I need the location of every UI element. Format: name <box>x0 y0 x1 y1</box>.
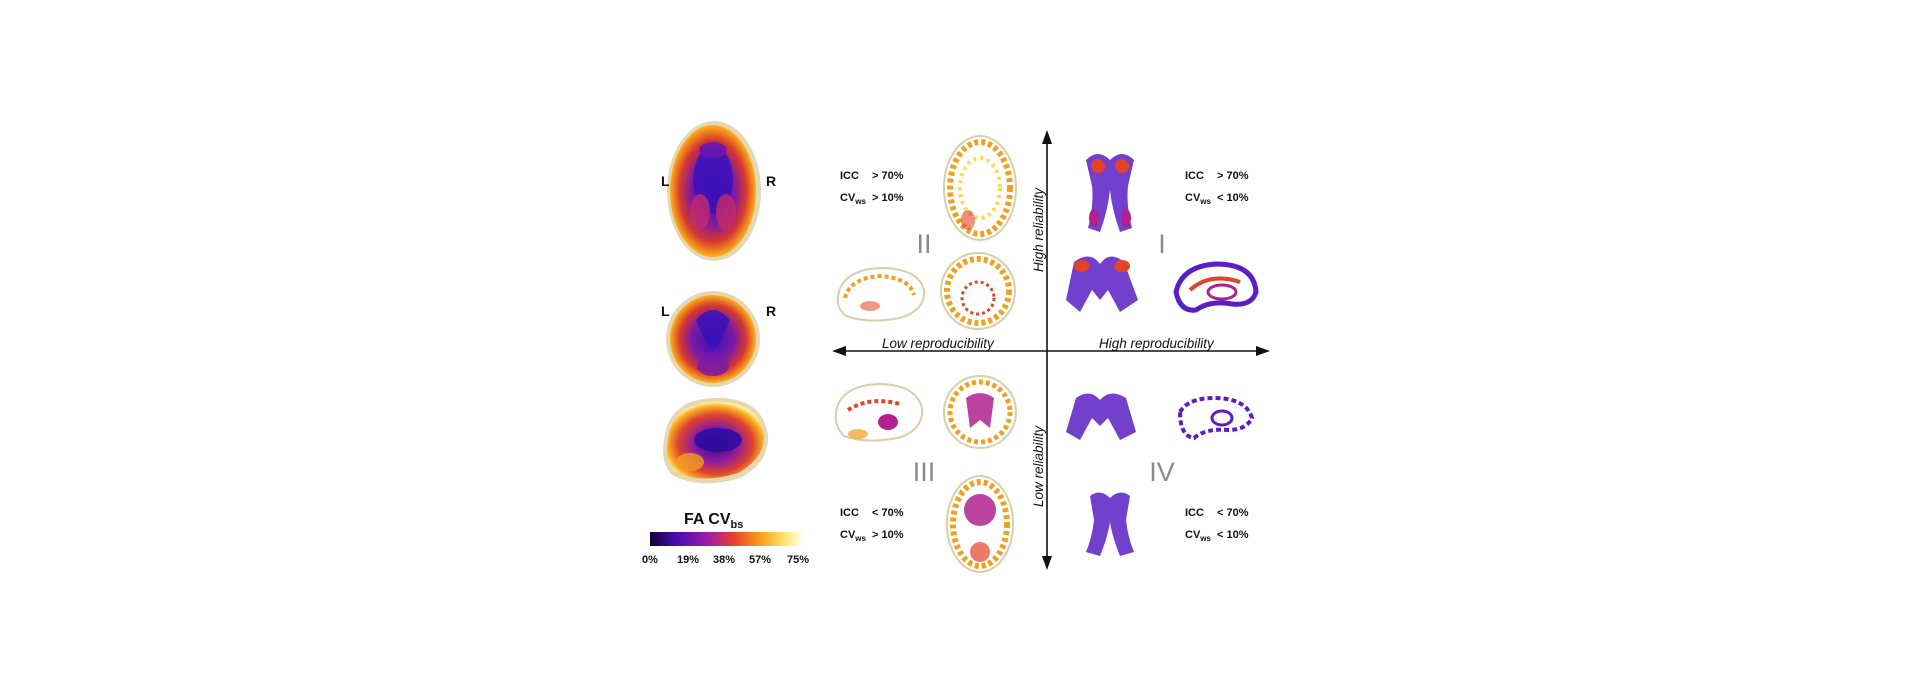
x-axis-right-arrow <box>1256 346 1270 356</box>
q4-axial-map <box>1086 492 1134 556</box>
y-axis-label-high: High reliability <box>1031 187 1046 272</box>
x-axis-label-high: High reproducibility <box>1099 336 1215 351</box>
x-axis-left-arrow <box>832 346 846 356</box>
q1-icc-threshold: > 70% <box>1217 170 1249 182</box>
colorbar-tick-4: 75% <box>787 554 809 566</box>
q1-icc-label: ICC <box>1185 170 1204 182</box>
y-axis-bottom-arrow <box>1042 556 1052 570</box>
q2-axial-map <box>943 135 1017 241</box>
q3-cv-label: CVws <box>840 529 867 543</box>
q1-axial-map <box>1086 154 1134 232</box>
q1-sagittal-map <box>1173 261 1259 313</box>
q3-icc-threshold: < 70% <box>872 507 904 519</box>
q4-cv-threshold: < 10% <box>1217 529 1249 541</box>
q4-numeral: IV <box>1149 457 1175 487</box>
q1-coronal-map <box>1066 256 1138 312</box>
q4-cv-label: CVws <box>1185 529 1212 543</box>
quadrant-axes: Low reproducibility High reproducibility… <box>832 130 1270 570</box>
quadrant-4: ICC < 70% CVws < 10% IV <box>1066 393 1255 556</box>
y-axis-label-low: Low reliability <box>1031 425 1046 507</box>
quadrant-2: ICC > 70% CVws > 10% II <box>836 135 1017 330</box>
q1-cv-label: CVws <box>1185 192 1212 206</box>
q2-icc-threshold: > 70% <box>872 170 904 182</box>
coronal-right-label: R <box>766 303 776 319</box>
q2-cv-threshold: > 10% <box>872 192 904 204</box>
q4-icc-label: ICC <box>1185 507 1204 519</box>
colorbar-tick-2: 38% <box>713 554 735 566</box>
q1-cv-threshold: < 10% <box>1217 192 1249 204</box>
q4-sagittal-map <box>1177 395 1255 441</box>
colorbar-gradient <box>650 532 802 546</box>
left-panel: L R L R FA CVbs 0% 19% 38% 57% 75% <box>642 121 809 566</box>
colorbar-tick-3: 57% <box>749 554 771 566</box>
q2-icc-label: ICC <box>840 170 859 182</box>
quadrant-3: ICC < 70% CVws > 10% III <box>834 375 1017 573</box>
q3-axial-top-map <box>943 375 1017 449</box>
colorbar-tick-1: 19% <box>677 554 699 566</box>
q4-coronal-map <box>1066 393 1136 440</box>
q3-icc-label: ICC <box>840 507 859 519</box>
q4-icc-threshold: < 70% <box>1217 507 1249 519</box>
colorbar-tick-0: 0% <box>642 554 658 566</box>
q2-cv-label: CVws <box>840 192 867 206</box>
q3-numeral: III <box>913 457 936 487</box>
sagittal-brain-map <box>663 397 769 484</box>
x-axis-label-low: Low reproducibility <box>882 336 995 351</box>
q2-numeral: II <box>916 229 931 259</box>
q3-axial-bottom-map <box>946 475 1014 573</box>
q2-coronal-map <box>940 252 1016 330</box>
colorbar: FA CVbs 0% 19% 38% 57% 75% <box>642 511 809 566</box>
quadrant-1: ICC > 70% CVws < 10% I <box>1066 154 1259 313</box>
coronal-left-label: L <box>661 303 670 319</box>
axial-brain-map <box>667 121 761 261</box>
q3-sagittal-map <box>834 382 924 442</box>
coronal-brain-map <box>666 291 760 387</box>
q3-cv-threshold: > 10% <box>872 529 904 541</box>
q1-numeral: I <box>1158 229 1166 259</box>
axial-right-label: R <box>766 173 776 189</box>
q2-sagittal-map <box>836 266 926 322</box>
axial-left-label: L <box>661 173 670 189</box>
y-axis-top-arrow <box>1042 130 1052 144</box>
colorbar-title: FA CVbs <box>684 511 743 531</box>
